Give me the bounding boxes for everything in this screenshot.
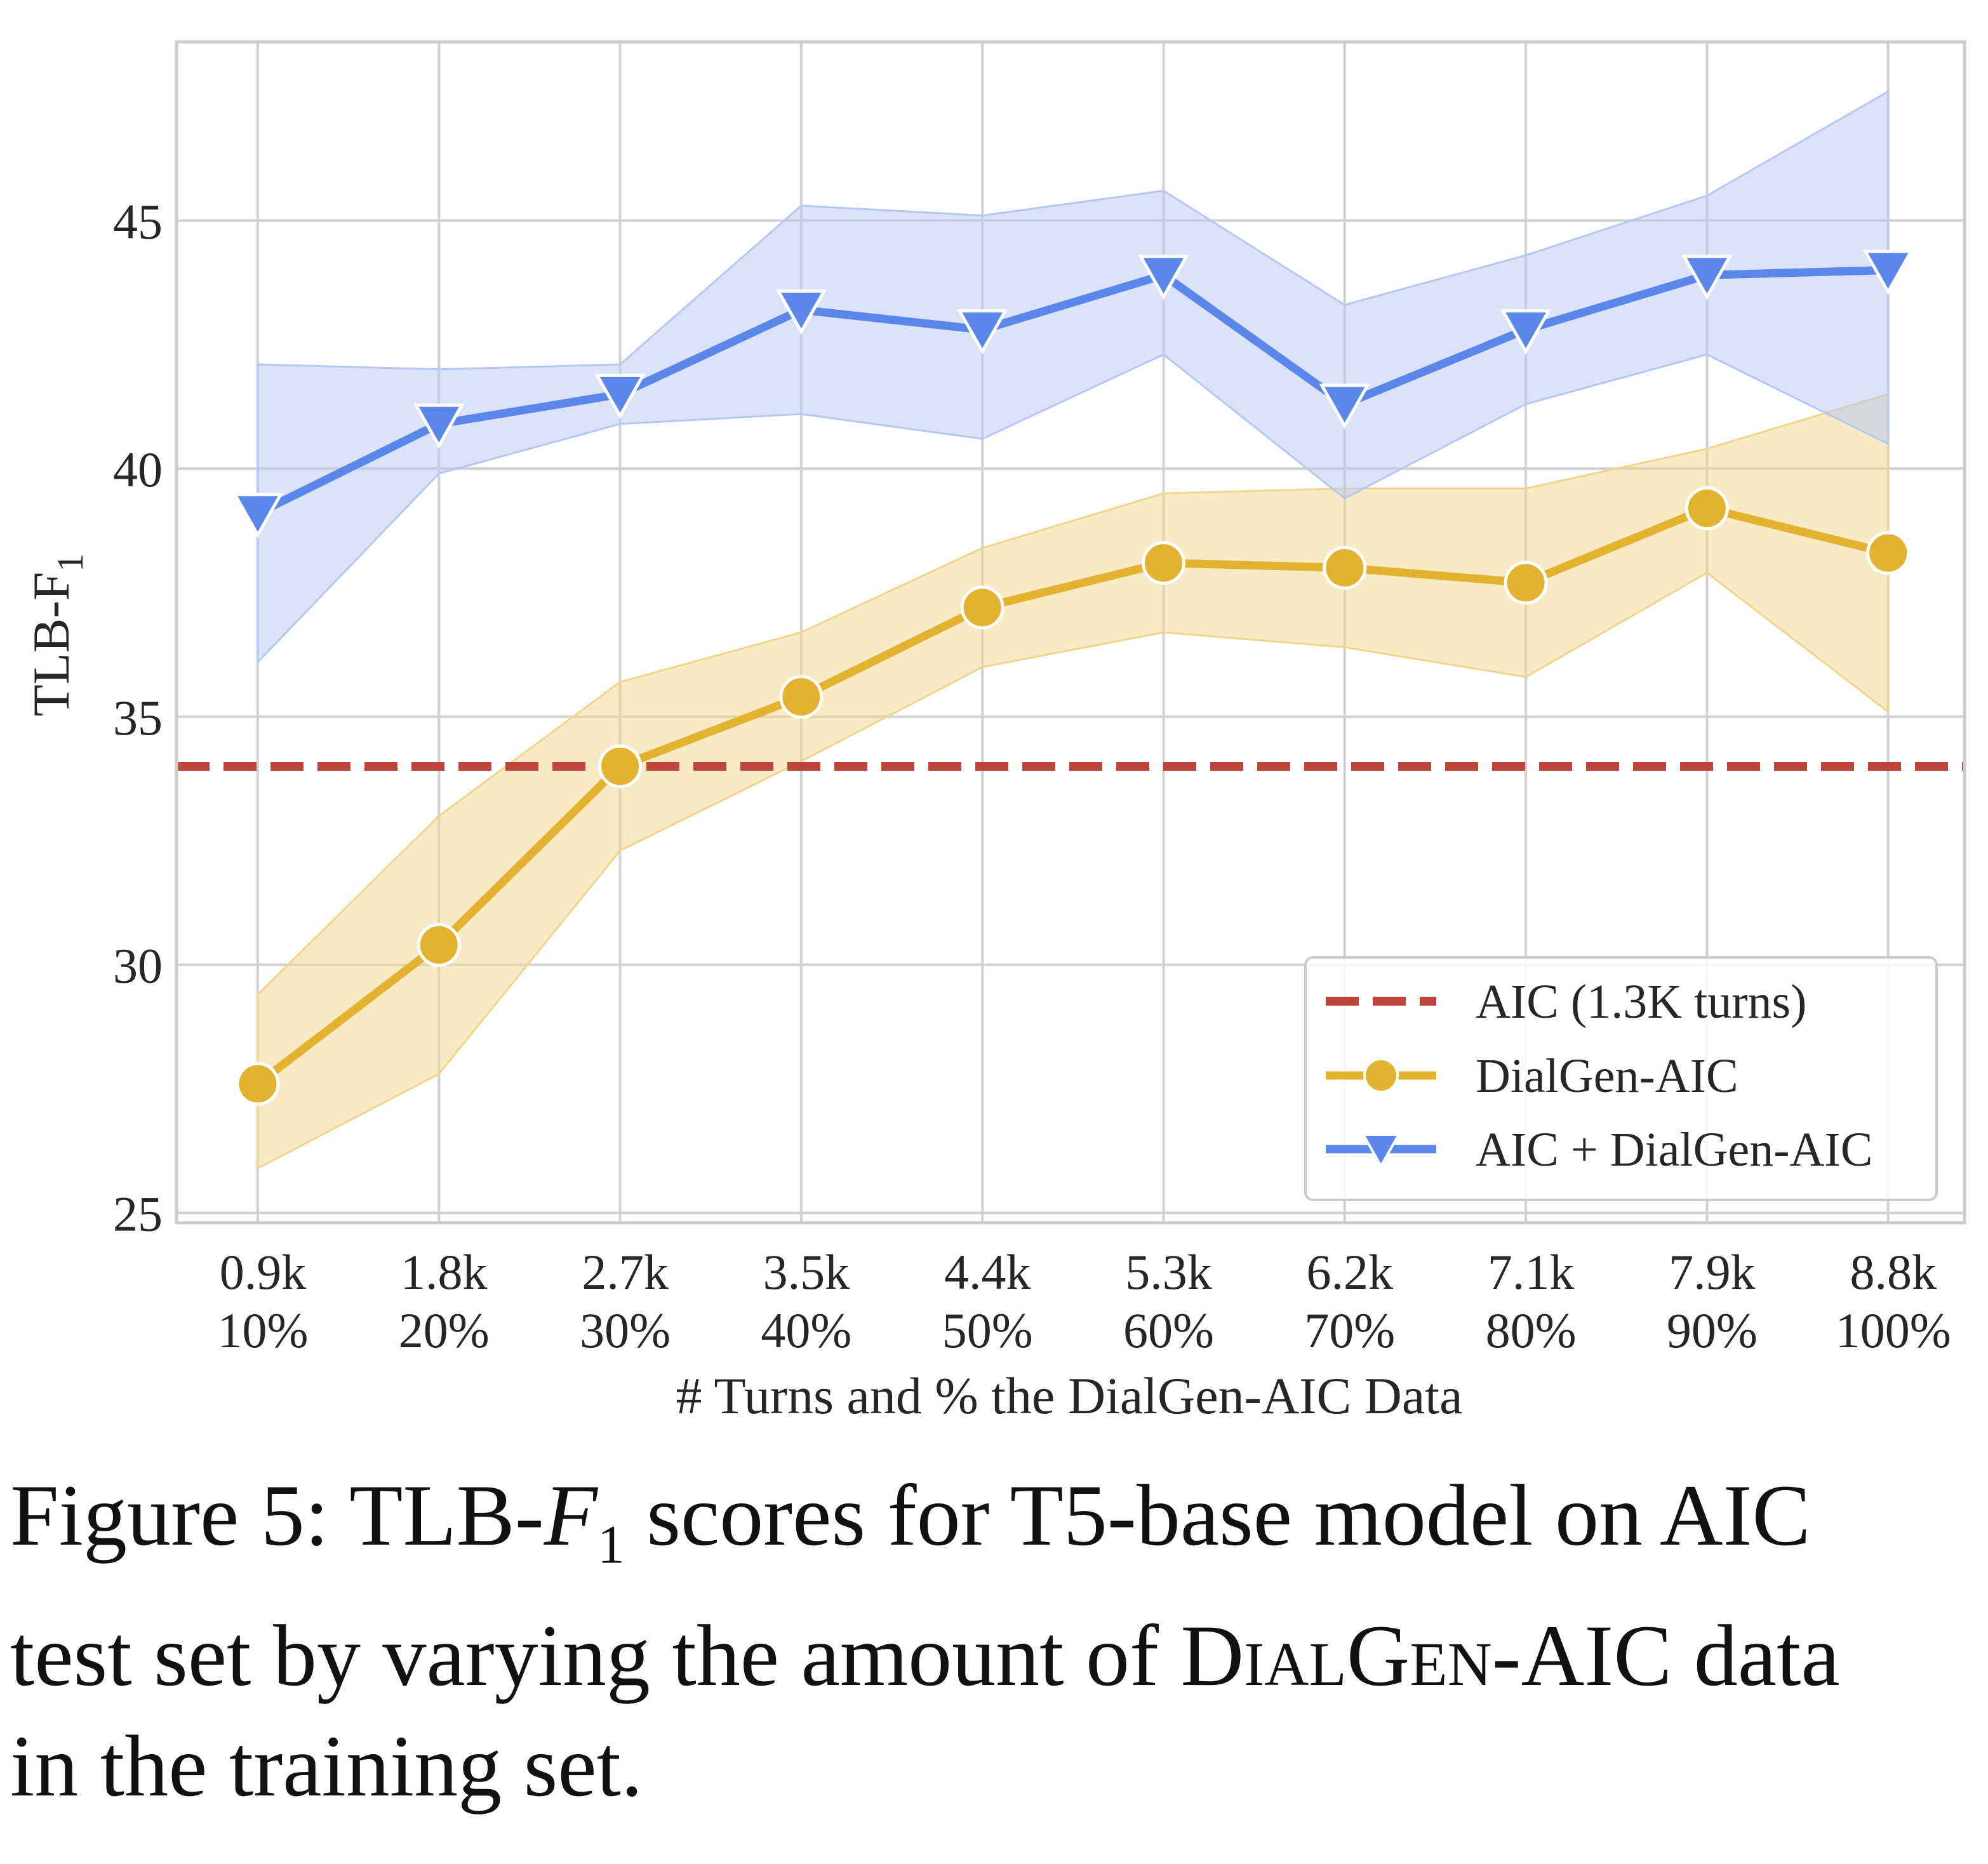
point-dialgen-aic-9 [1866, 531, 1911, 575]
x-tick-turns-5: 5.3k [1125, 1244, 1212, 1300]
point-dialgen-aic-8 [1684, 486, 1729, 531]
point-aic-dialgen-aic-3 [775, 289, 827, 335]
x-tick-pct-9: 100% [1836, 1303, 1951, 1358]
plot-frame [175, 40, 1966, 1225]
caption-line-2: test set by varying the amount of DialGe… [10, 1606, 1840, 1704]
band-dialgen-aic [257, 392, 1890, 1170]
y-axis-label: TLB-F1 [22, 554, 91, 717]
point-dialgen-aic-1 [417, 922, 461, 967]
y-axis-ticks: 25 30 35 40 45 [113, 194, 163, 1241]
legend-entry-dialgen-aic: DialGen-AIC [1326, 1049, 1738, 1103]
confidence-bands [257, 90, 1890, 1170]
series-markers [232, 250, 1914, 1106]
x-tick-turns-8: 7.9k [1669, 1244, 1756, 1300]
x-tick-pct-8: 90% [1667, 1303, 1758, 1358]
point-dialgen-aic-6 [1323, 545, 1367, 590]
y-tick-label-2: 35 [113, 690, 163, 745]
point-aic-dialgen-aic-8 [1681, 255, 1733, 300]
x-tick-pct-7: 80% [1486, 1303, 1577, 1358]
point-dialgen-aic-0 [236, 1062, 280, 1106]
line-aic-dialgen-aic [256, 265, 1888, 517]
y-tick-label-4: 45 [113, 194, 163, 249]
legend-swatch-marker-aic-dialgen-aic [1361, 1133, 1401, 1169]
series-lines [177, 265, 1965, 1088]
line-dialgen-aic [255, 504, 1890, 1088]
point-dialgen-aic-7 [1504, 561, 1548, 605]
point-aic-dialgen-aic-9 [1862, 250, 1914, 295]
x-tick-turns-3: 3.5k [763, 1244, 850, 1300]
legend-label-aic-1-3k-turns: AIC (1.3K turns) [1476, 975, 1806, 1029]
x-tick-turns-4: 4.4k [944, 1244, 1031, 1300]
point-aic-dialgen-aic-0 [232, 493, 284, 538]
legend-swatch-marker-dialgen-aic [1363, 1058, 1399, 1093]
caption-line-3: in the training set. [10, 1717, 643, 1814]
x-tick-pct-1: 20% [399, 1303, 490, 1358]
figure-caption: Figure 5: TLB-F1 scores for T5-base mode… [10, 1460, 1978, 1821]
legend-entry-aic-1-3k-turns: AIC (1.3K turns) [1326, 975, 1806, 1029]
point-dialgen-aic-2 [598, 744, 643, 789]
x-tick-pct-0: 10% [218, 1303, 309, 1358]
x-tick-pct-6: 70% [1304, 1303, 1395, 1358]
legend: AIC (1.3K turns) DialGen-AIC AIC + DialGen… [1304, 956, 1938, 1201]
point-aic-dialgen-aic-7 [1500, 309, 1552, 355]
point-aic-dialgen-aic-6 [1319, 383, 1371, 429]
x-axis-label: # Turns and % the DialGen-AIC Data [676, 1367, 1463, 1425]
point-aic-dialgen-aic-2 [594, 373, 646, 420]
x-tick-pct-4: 50% [942, 1303, 1033, 1358]
x-tick-turns-2: 2.7k [582, 1244, 669, 1300]
caption-line-1: Figure 5: TLB-F1 scores for T5-base mode… [10, 1467, 1811, 1575]
x-tick-turns-9: 8.8k [1850, 1244, 1937, 1300]
x-tick-turns-1: 1.8k [401, 1244, 488, 1300]
x-tick-pct-2: 30% [580, 1303, 670, 1358]
legend-label-aic-dialgen-aic: AIC + DialGen-AIC [1476, 1123, 1872, 1176]
y-tick-label-3: 40 [113, 442, 163, 497]
point-aic-dialgen-aic-5 [1138, 255, 1189, 300]
x-tick-turns-6: 6.2k [1307, 1244, 1394, 1300]
x-tick-turns-0: 0.9k [220, 1244, 307, 1300]
y-tick-label-0: 25 [113, 1186, 163, 1241]
y-tick-label-1: 30 [113, 938, 163, 994]
x-tick-turns-7: 7.1k [1488, 1244, 1575, 1300]
band-aic-dialgen-aic [257, 90, 1890, 665]
y-axis-label-subscript: 1 [50, 554, 91, 572]
legend-label-dialgen-aic: DialGen-AIC [1476, 1049, 1738, 1103]
point-aic-dialgen-aic-1 [413, 403, 465, 449]
point-dialgen-aic-3 [779, 675, 824, 719]
point-aic-dialgen-aic-4 [956, 309, 1008, 355]
point-dialgen-aic-5 [1142, 541, 1185, 585]
x-axis-ticks: 0.9k10%1.8k20%2.7k30%3.5k40%4.4k50%5.3k6… [218, 1244, 1951, 1358]
point-dialgen-aic-4 [960, 585, 1004, 630]
x-tick-pct-5: 60% [1123, 1303, 1214, 1358]
legend-box [1304, 956, 1938, 1201]
legend-entry-aic-dialgen-aic: AIC + DialGen-AIC [1326, 1123, 1872, 1176]
x-tick-pct-3: 40% [761, 1303, 851, 1358]
